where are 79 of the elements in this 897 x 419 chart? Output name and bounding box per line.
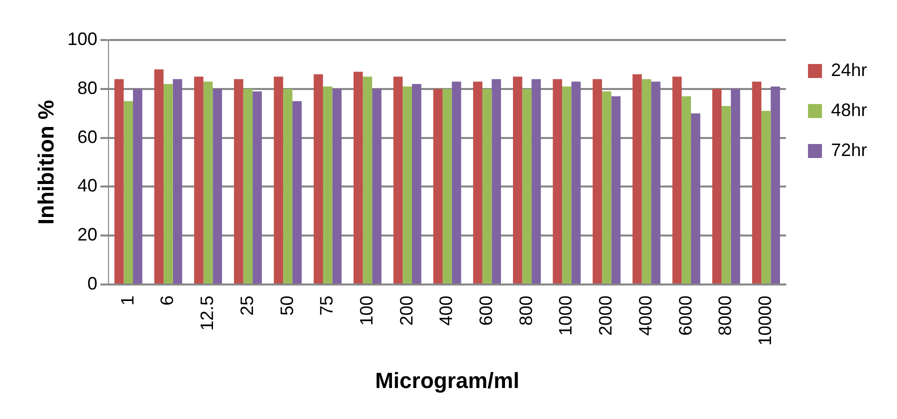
y-tick-label: 60 xyxy=(77,126,98,147)
bar xyxy=(124,101,134,284)
bar xyxy=(372,88,382,284)
x-tick-label: 6000 xyxy=(675,296,696,336)
bar xyxy=(522,88,532,284)
bar xyxy=(722,106,731,284)
bar xyxy=(243,88,253,284)
y-tick-label: 0 xyxy=(87,274,98,294)
x-tick-label: 25 xyxy=(236,296,257,316)
bar xyxy=(552,79,562,284)
x-axis-title: Microgram/ml xyxy=(375,368,520,393)
x-tick-label: 12.5 xyxy=(197,296,218,331)
x-tick-label: 100 xyxy=(356,296,376,326)
bar xyxy=(562,86,572,284)
y-axis-title: Inhibition % xyxy=(33,100,58,225)
bar xyxy=(322,86,332,284)
x-tick-label: 4000 xyxy=(635,296,656,336)
legend-label: 48hr xyxy=(830,100,868,120)
bar xyxy=(632,74,642,284)
x-tick-label: 10000 xyxy=(755,296,776,346)
bar xyxy=(283,88,292,284)
bar xyxy=(730,88,740,284)
bar xyxy=(314,74,323,284)
x-tick-label: 75 xyxy=(316,296,337,316)
x-tick-label: 50 xyxy=(276,296,297,316)
bar xyxy=(362,76,372,284)
bar xyxy=(393,76,403,284)
bar xyxy=(602,91,612,284)
x-tick-label: 1000 xyxy=(556,296,576,336)
bar xyxy=(154,69,164,284)
bar xyxy=(651,82,660,284)
bar xyxy=(592,79,602,284)
bar xyxy=(114,79,124,284)
y-tick-label: 100 xyxy=(67,28,98,49)
x-tick-label: 8000 xyxy=(715,296,736,336)
x-tick-label: 6 xyxy=(157,296,178,306)
x-tick-label: 1 xyxy=(117,296,138,306)
y-tick-label: 80 xyxy=(77,78,98,98)
bar xyxy=(512,76,522,284)
bar xyxy=(761,110,771,284)
x-tick-label: 2000 xyxy=(596,296,616,336)
bar xyxy=(433,88,443,284)
y-tick-label: 20 xyxy=(77,224,98,245)
bar xyxy=(452,82,462,284)
bar xyxy=(292,101,302,284)
bar xyxy=(164,84,173,284)
x-tick-label: 800 xyxy=(516,296,536,326)
bar xyxy=(172,79,182,284)
bar xyxy=(234,79,244,284)
bar xyxy=(473,82,482,284)
bar xyxy=(642,79,652,284)
bar xyxy=(203,82,213,284)
bar xyxy=(252,91,262,284)
legend-label: 24hr xyxy=(830,60,868,80)
bar xyxy=(274,76,284,284)
x-tick-label: 200 xyxy=(396,296,416,326)
bar xyxy=(752,82,762,284)
bar xyxy=(712,88,722,284)
x-tick-label: 400 xyxy=(436,296,456,326)
x-tick-label: 600 xyxy=(476,296,496,326)
bar xyxy=(402,86,412,284)
bar xyxy=(770,86,780,284)
bar xyxy=(672,76,682,284)
bar xyxy=(194,76,204,284)
bar xyxy=(690,113,700,284)
bar xyxy=(442,88,452,284)
bar xyxy=(532,79,541,284)
legend-label: 72hr xyxy=(830,140,868,160)
bar xyxy=(354,72,363,284)
bar xyxy=(133,88,142,284)
bar xyxy=(682,96,691,284)
y-tick-label: 40 xyxy=(77,176,98,196)
bar xyxy=(332,88,342,284)
bar xyxy=(571,82,581,284)
bar xyxy=(212,88,222,284)
bar xyxy=(492,79,502,284)
bar xyxy=(482,88,492,284)
bar xyxy=(412,84,422,284)
bar xyxy=(611,96,621,284)
